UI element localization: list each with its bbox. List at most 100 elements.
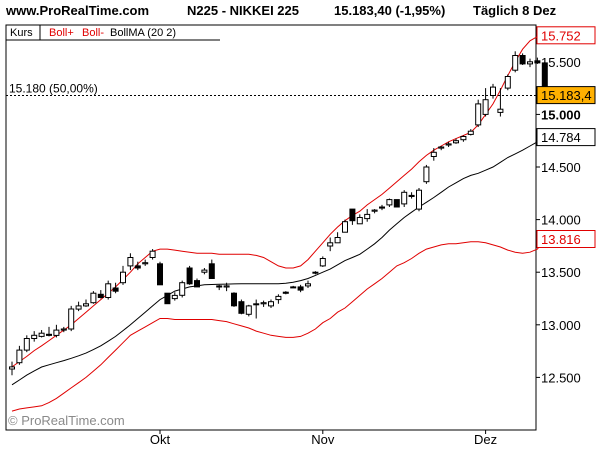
value-box-label: 13.816 xyxy=(541,232,581,247)
candle xyxy=(127,253,134,271)
candle-body xyxy=(97,293,104,298)
candle xyxy=(16,345,23,365)
candle-body xyxy=(386,199,393,206)
candle-body xyxy=(127,257,134,267)
legend-bollma: BollMA (20 2) xyxy=(110,27,176,39)
plot-frame xyxy=(5,24,537,431)
candle xyxy=(260,300,267,307)
candle xyxy=(120,265,126,285)
candle xyxy=(31,331,38,342)
quote-value: 15.183,40 (-1,95%) xyxy=(334,3,446,18)
candle-body xyxy=(334,237,341,244)
candle xyxy=(282,291,289,295)
site-name[interactable]: www.ProRealTime.com xyxy=(6,3,150,18)
candle xyxy=(386,198,393,207)
y-tick-label: 15.500 xyxy=(541,55,581,70)
candle-body xyxy=(290,286,297,289)
candle-body xyxy=(282,291,289,294)
candle xyxy=(134,261,141,271)
candle xyxy=(356,214,363,225)
candle xyxy=(223,282,230,292)
candle-body xyxy=(179,282,186,296)
candle xyxy=(364,209,371,222)
candle xyxy=(23,335,30,353)
y-tick-label: 13.500 xyxy=(541,265,581,280)
candle-body xyxy=(519,55,526,65)
candle-body xyxy=(423,166,430,183)
candle-body xyxy=(120,271,126,284)
candle xyxy=(238,299,245,315)
candle-body xyxy=(68,308,75,330)
candle-body xyxy=(275,295,282,301)
candle xyxy=(53,324,60,338)
value-box-frame xyxy=(536,128,596,147)
candle xyxy=(334,232,341,244)
candle xyxy=(97,290,104,299)
candle-body xyxy=(467,130,474,135)
candle xyxy=(342,219,348,233)
candle-body xyxy=(312,271,319,274)
candle xyxy=(46,326,52,337)
candle xyxy=(90,291,97,304)
candle-body xyxy=(393,199,400,208)
candle xyxy=(179,280,186,298)
candle xyxy=(379,204,385,211)
candle xyxy=(194,278,200,288)
candle xyxy=(157,261,163,286)
candle xyxy=(416,188,422,212)
candle xyxy=(430,148,437,161)
candle-body xyxy=(497,108,504,113)
candle xyxy=(445,141,452,148)
candle-body xyxy=(364,213,371,220)
candle xyxy=(475,99,482,128)
candle-body xyxy=(305,283,311,287)
candle-body xyxy=(112,287,119,292)
candle xyxy=(408,192,415,199)
candle-body xyxy=(208,263,215,279)
candle-body xyxy=(297,286,304,291)
candle-body xyxy=(490,86,496,96)
candle-body xyxy=(356,217,363,225)
candle-body xyxy=(504,76,511,89)
candle xyxy=(504,74,511,91)
value-box-label: 15.183,4 xyxy=(541,88,592,103)
candle xyxy=(438,145,445,151)
y-tick-label: 14.500 xyxy=(541,160,581,175)
x-tick-label: Okt xyxy=(150,432,171,447)
candle-body xyxy=(268,301,274,307)
candle xyxy=(401,190,408,207)
value-box-label: 14.784 xyxy=(541,130,581,145)
y-tick-label: 14.000 xyxy=(541,213,581,228)
watermark: © ProRealTime.com xyxy=(8,413,125,428)
bollma-line xyxy=(11,136,546,386)
candle xyxy=(290,285,297,289)
candle-body xyxy=(342,221,348,233)
candle-body xyxy=(60,328,67,331)
candle xyxy=(393,199,400,208)
retracement-layer: 15.180 (50,00%) xyxy=(6,81,536,96)
legend-boll-minus: Boll- xyxy=(82,27,104,39)
candle-body xyxy=(31,334,38,339)
candle-body xyxy=(149,250,156,258)
candle-body xyxy=(438,146,445,149)
candle-body xyxy=(238,301,245,314)
value-box-frame xyxy=(536,26,596,45)
candle xyxy=(497,88,504,117)
candle xyxy=(149,249,156,260)
candle-body xyxy=(245,305,252,315)
instrument-name: N225 - NIKKEI 225 xyxy=(187,3,299,18)
legend-boll-plus: Boll+ xyxy=(49,27,74,39)
candle-body xyxy=(105,283,112,298)
candle xyxy=(305,280,311,288)
candle xyxy=(68,305,75,332)
candle xyxy=(112,282,119,294)
value-box-label: 15.752 xyxy=(541,28,581,43)
boll-minus-line xyxy=(11,238,546,412)
candle-body xyxy=(90,292,97,304)
candle xyxy=(460,135,467,142)
candle xyxy=(349,208,356,225)
candle-body xyxy=(512,55,519,71)
candle-body xyxy=(142,262,149,265)
candle xyxy=(371,209,378,214)
